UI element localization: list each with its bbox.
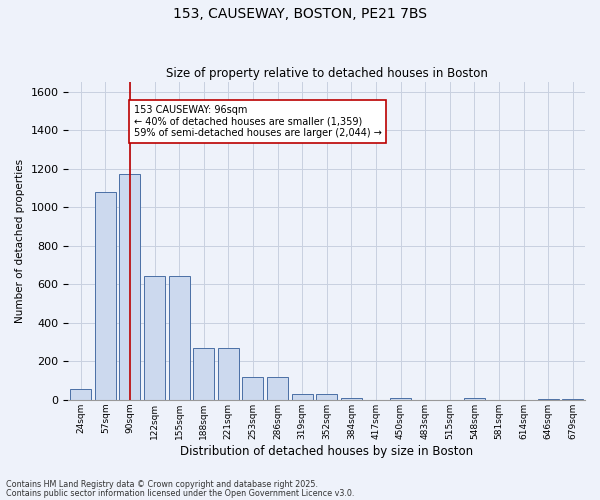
Text: 153 CAUSEWAY: 96sqm
← 40% of detached houses are smaller (1,359)
59% of semi-det: 153 CAUSEWAY: 96sqm ← 40% of detached ho… [134,105,382,138]
Bar [464,398,485,400]
Title: Size of property relative to detached houses in Boston: Size of property relative to detached ho… [166,66,488,80]
X-axis label: Distribution of detached houses by size in Boston: Distribution of detached houses by size … [180,444,473,458]
Bar [341,398,362,400]
Bar [144,276,165,400]
Bar [538,399,559,400]
Bar [169,276,190,400]
Text: Contains HM Land Registry data © Crown copyright and database right 2025.: Contains HM Land Registry data © Crown c… [6,480,318,489]
Bar [95,192,116,400]
Bar [119,174,140,400]
Bar [267,376,288,400]
Bar [242,376,263,400]
Bar [292,394,313,400]
Text: 153, CAUSEWAY, BOSTON, PE21 7BS: 153, CAUSEWAY, BOSTON, PE21 7BS [173,8,427,22]
Bar [562,399,583,400]
Bar [193,348,214,400]
Y-axis label: Number of detached properties: Number of detached properties [15,159,25,323]
Bar [390,398,411,400]
Bar [316,394,337,400]
Text: Contains public sector information licensed under the Open Government Licence v3: Contains public sector information licen… [6,489,355,498]
Bar [70,389,91,400]
Bar [218,348,239,400]
